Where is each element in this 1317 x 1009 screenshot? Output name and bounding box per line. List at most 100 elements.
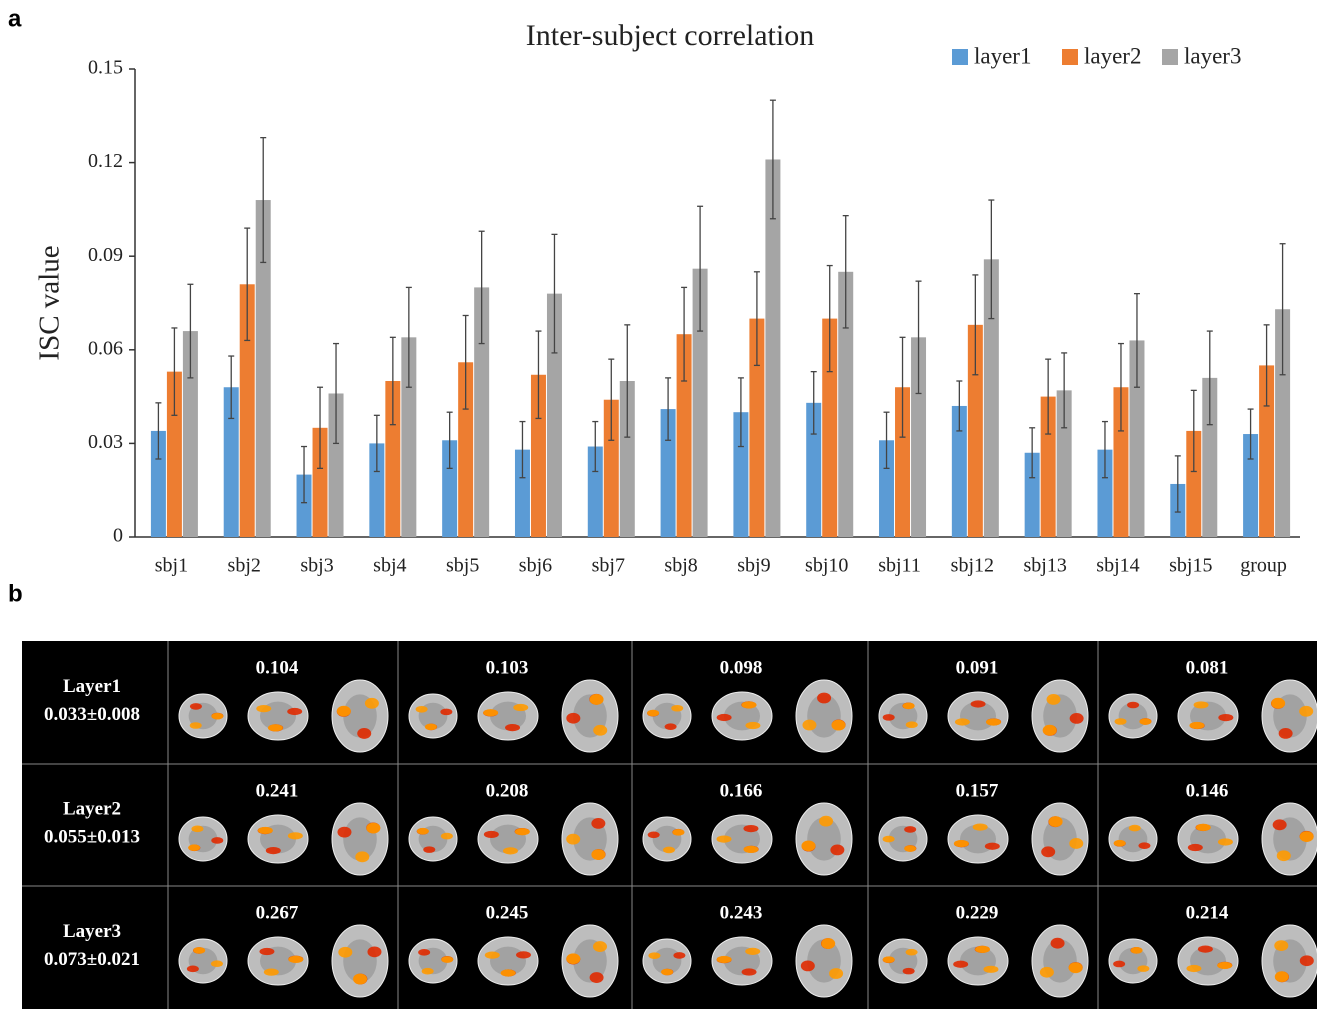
cell-value: 0.104 [256,657,299,678]
activation-blob [505,724,520,731]
y-tick-label: 0.03 [88,431,123,453]
activation-blob [1114,840,1126,847]
activation-blob [264,969,279,976]
activation-blob [986,719,1001,726]
activation-blob [1070,713,1084,724]
activation-blob [1129,825,1141,832]
activation-blob [1131,947,1143,954]
legend-label: layer2 [1084,43,1141,68]
x-tick-label: sbj8 [664,555,697,577]
activation-blob [1218,714,1233,721]
activation-blob [743,846,758,853]
activation-blob [566,953,580,964]
activation-blob [802,720,816,731]
activation-blob [211,960,223,967]
x-tick-label: sbj5 [446,555,479,577]
activation-blob [1041,846,1055,857]
activation-blob [801,840,815,851]
legend-swatch [1162,49,1178,65]
activation-blob [955,718,970,725]
activation-blob [590,694,604,705]
activation-blob [353,974,367,985]
cell-value: 0.214 [1186,902,1229,923]
row-stat: 0.055±0.013 [44,826,140,847]
activation-blob [1279,728,1293,739]
activation-blob [211,837,223,844]
activation-blob [1196,824,1211,831]
x-tick-label: sbj2 [228,555,261,577]
activation-blob [190,703,202,710]
cell-value: 0.081 [1186,657,1229,678]
activation-blob [883,836,895,843]
activation-blob [425,724,437,731]
x-tick-label: sbj9 [737,555,770,577]
x-tick-label: sbj3 [300,555,333,577]
activation-blob [501,969,516,976]
legend-swatch [1062,49,1078,65]
activation-blob [831,720,845,731]
activation-blob [423,846,435,853]
activation-blob [954,840,969,847]
activation-blob [647,710,659,717]
cell-value: 0.146 [1186,780,1229,801]
activation-blob [1043,725,1057,736]
activation-blob [337,827,351,838]
activation-blob [983,966,998,973]
x-tick-label: sbj10 [805,555,848,577]
activation-blob [745,948,760,955]
panel-label: a [8,5,22,32]
activation-blob [515,828,530,835]
activation-blob [422,968,434,975]
activation-blob [258,827,273,834]
chart-title: Inter-subject correlation [526,19,814,52]
activation-blob [287,708,302,715]
x-tick-label: group [1240,555,1287,577]
activation-blob [1127,702,1139,709]
activation-blob [566,713,580,724]
activation-blob [903,968,915,975]
row-stat: 0.073±0.021 [44,949,140,970]
activation-blob [742,701,757,708]
activation-blob [1299,706,1313,717]
activation-blob [1138,842,1150,849]
activation-blob [418,949,430,956]
activation-blob [1218,838,1233,845]
activation-blob [1217,962,1232,969]
activation-blob [256,705,271,712]
cell-value: 0.267 [256,902,299,923]
activation-blob [485,952,500,959]
activation-blob [717,835,732,842]
activation-blob [1275,971,1289,982]
activation-blob [975,946,990,953]
activation-blob [1273,819,1287,830]
activation-blob [817,693,831,704]
cell-value: 0.241 [256,780,299,801]
activation-blob [190,722,202,729]
x-tick-label: sbj1 [155,555,188,577]
activation-blob [819,816,833,827]
activation-blob [591,849,605,860]
cell-value: 0.091 [956,657,999,678]
legend-swatch [952,49,968,65]
activation-blob [1137,965,1149,972]
activation-blob [673,952,685,959]
figure: a b Inter-subject correlation ISC value … [0,0,1317,1009]
activation-blob [904,845,916,852]
cell-value: 0.166 [720,780,763,801]
activation-blob [483,709,498,716]
row-label: Layer1 [63,676,121,697]
x-tick-label: sbj6 [519,555,552,577]
activation-blob [188,844,200,851]
activation-blob [648,831,660,838]
cell-value: 0.243 [720,902,763,923]
y-tick-label: 0.15 [88,57,123,79]
activation-blob [268,724,283,731]
activation-blob [259,948,274,955]
activation-blob [593,725,607,736]
activation-blob [661,969,673,976]
activation-blob [953,961,968,968]
activation-blob [441,956,453,963]
activation-blob [566,834,580,845]
activation-blob [717,956,732,963]
activation-blob [513,704,528,711]
